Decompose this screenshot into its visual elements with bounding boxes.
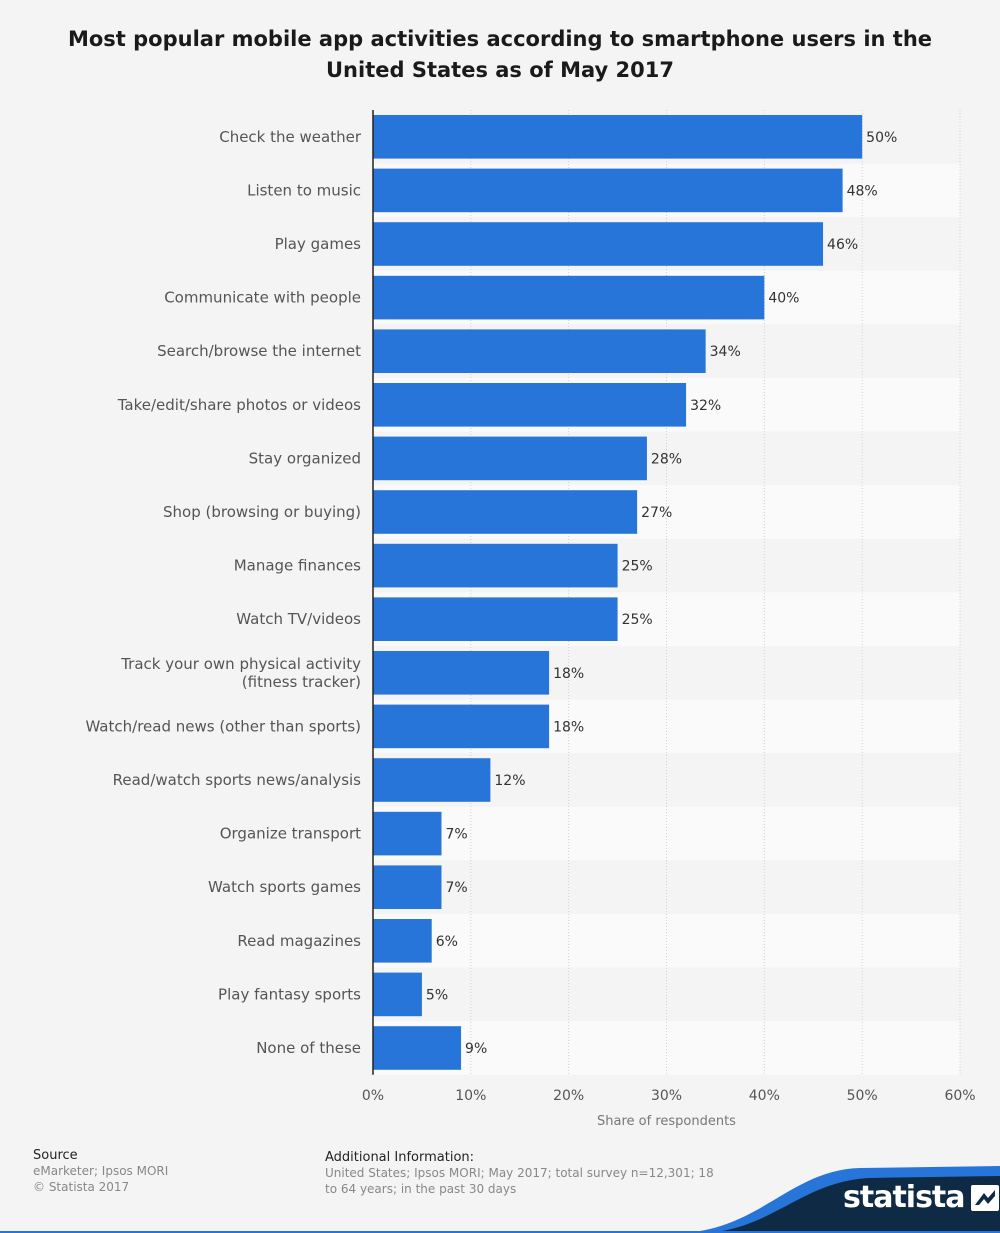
bar	[373, 168, 843, 213]
source-heading: Source	[33, 1148, 78, 1163]
bar-value-label: 5%	[426, 987, 448, 1003]
category-label: Track your own physical activity	[120, 655, 361, 673]
category-label: Watch TV/videos	[236, 610, 361, 628]
category-label: Shop (browsing or buying)	[163, 503, 361, 521]
bar-value-label: 9%	[465, 1041, 487, 1057]
category-label: Play games	[275, 235, 362, 253]
bar-value-label: 18%	[553, 719, 584, 735]
bar	[373, 865, 442, 909]
bar-value-label: 27%	[641, 505, 672, 521]
bar-value-label: 25%	[622, 559, 653, 575]
bar	[373, 1026, 462, 1070]
additional-info-heading: Additional Information:	[325, 1150, 475, 1165]
category-label: Listen to music	[247, 181, 361, 199]
row-band	[373, 967, 960, 1022]
category-labels: Check the weather Listen to music Play gam…	[85, 128, 361, 1057]
bars	[373, 115, 863, 1070]
row-band	[373, 914, 960, 968]
category-label: Search/browse the internet	[157, 342, 361, 360]
bar-value-label: 7%	[445, 880, 467, 896]
x-axis-ticks: 0% 10% 20% 30% 40% 50% 60%	[362, 1088, 976, 1104]
x-tick-label: 0%	[362, 1088, 384, 1104]
row-band	[373, 1021, 960, 1075]
footer-dark-wave	[700, 1176, 1000, 1233]
brand-name: statista	[843, 1180, 966, 1215]
category-label: None of these	[256, 1039, 361, 1057]
bar-value-label: 50%	[866, 130, 897, 146]
bar-value-label: 48%	[847, 183, 878, 199]
bar	[373, 383, 687, 427]
bar-value-label: 34%	[710, 344, 741, 360]
category-label: Communicate with people	[164, 289, 361, 307]
bar	[373, 543, 618, 588]
bar-value-label: 6%	[436, 934, 458, 950]
bar	[373, 222, 824, 266]
category-label: Stay organized	[249, 449, 361, 467]
bar	[373, 704, 550, 749]
x-tick-label: 40%	[749, 1088, 780, 1104]
bar	[373, 597, 618, 641]
bar	[373, 811, 442, 856]
additional-info-line: to 64 years; in the past 30 days	[325, 1182, 517, 1196]
bar	[373, 275, 765, 320]
category-label: Manage finances	[234, 557, 361, 575]
x-tick-label: 50%	[847, 1088, 878, 1104]
source-line: eMarketer; Ipsos MORI	[33, 1164, 169, 1178]
bar	[373, 329, 706, 373]
bar-value-label: 46%	[827, 237, 858, 253]
bar-value-label: 12%	[494, 773, 525, 789]
bar-value-labels: 50% 48% 46% 40% 34% 32% 28% 27% 25% 25% 18% 18% 12% 7…	[426, 130, 897, 1057]
category-label: Watch sports games	[208, 878, 361, 896]
category-label: Read magazines	[237, 932, 361, 950]
copyright-line: © Statista 2017	[33, 1180, 130, 1194]
x-tick-label: 20%	[553, 1088, 584, 1104]
bar-value-label: 18%	[553, 666, 584, 682]
bar-value-label: 28%	[651, 451, 682, 467]
x-tick-label: 60%	[944, 1088, 975, 1104]
category-label: Play fantasy sports	[218, 985, 361, 1003]
bar	[373, 919, 432, 963]
statista-logo-icon	[970, 1184, 999, 1211]
additional-info-line: United States; Ipsos MORI; May 2017; tot…	[325, 1166, 714, 1180]
bar-value-label: 32%	[690, 398, 721, 414]
bar	[373, 436, 647, 481]
category-label: (fitness tracker)	[242, 673, 361, 691]
bar	[373, 651, 550, 695]
category-label: Organize transport	[220, 825, 361, 843]
bar-value-label: 25%	[622, 612, 653, 628]
x-axis-title: Share of respondents	[597, 1114, 736, 1129]
bar	[373, 758, 491, 802]
bar-value-label: 7%	[445, 827, 467, 843]
x-tick-label: 30%	[651, 1088, 682, 1104]
source-block: Source eMarketer; Ipsos MORI © Statista …	[33, 1148, 168, 1195]
bar	[373, 972, 422, 1017]
category-label: Check the weather	[219, 128, 362, 146]
x-tick-label: 10%	[455, 1088, 486, 1104]
chart-title: Most popular mobile app activities accor…	[67, 27, 933, 82]
category-label: Read/watch sports news/analysis	[113, 771, 362, 789]
bar	[373, 115, 863, 159]
additional-info-block: Additional Information: United States; I…	[325, 1150, 725, 1197]
category-label: Take/edit/share photos or videos	[117, 396, 361, 414]
bar-value-label: 40%	[768, 291, 799, 307]
gridlines	[470, 110, 961, 1075]
bar-chart: 50% 48% 46% 40% 34% 32% 28% 27% 25% 25% 18% 18% 12% 7…	[85, 110, 976, 1129]
category-label: Watch/read news (other than sports)	[85, 717, 361, 735]
statista-brand[interactable]: statista	[843, 1180, 999, 1215]
footer-band	[0, 1166, 1000, 1233]
bar	[373, 490, 638, 534]
